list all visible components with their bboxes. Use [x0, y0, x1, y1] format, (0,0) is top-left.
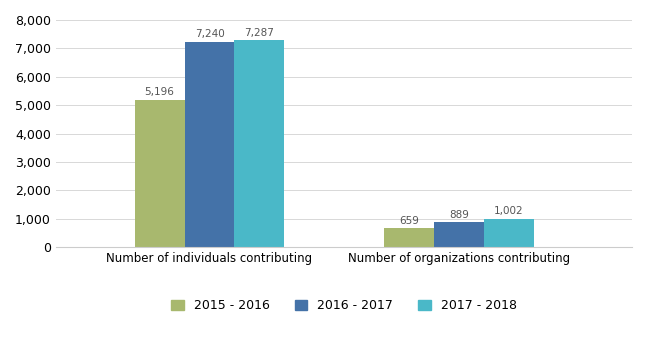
Bar	[484, 219, 534, 247]
Text: 1,002: 1,002	[494, 206, 524, 216]
Text: 5,196: 5,196	[145, 87, 175, 97]
Legend: 2015 - 2016, 2016 - 2017, 2017 - 2018: 2015 - 2016, 2016 - 2017, 2017 - 2018	[166, 294, 521, 317]
Text: 7,287: 7,287	[245, 28, 274, 38]
Text: 7,240: 7,240	[195, 29, 225, 39]
Bar	[434, 222, 484, 247]
Text: 659: 659	[399, 216, 419, 226]
Bar	[135, 99, 184, 247]
Bar	[384, 228, 434, 247]
Bar	[184, 42, 234, 247]
Text: 889: 889	[449, 210, 469, 220]
Bar	[234, 40, 285, 247]
